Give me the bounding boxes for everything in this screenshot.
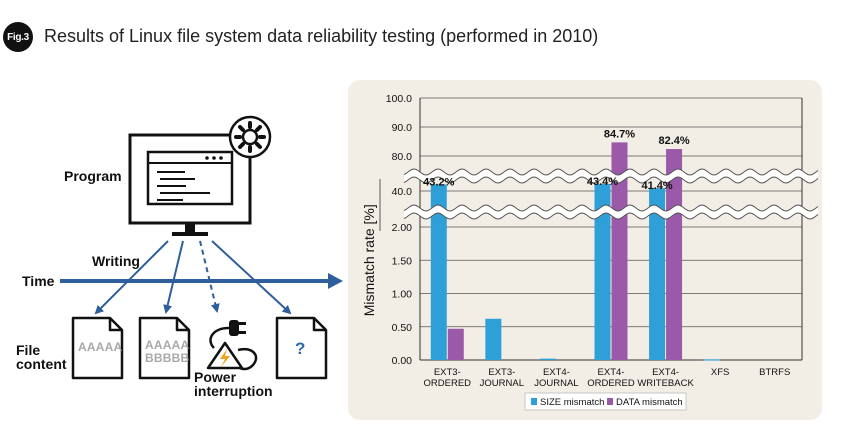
mismatch-rate-chart: 0.00 0.50 1.00 1.50 2.00 40.0 80.0 90.0 100.0 43.… [361,93,819,411]
axis-break-line [403,168,819,176]
data-label: 41.4% [641,180,672,192]
bar-size-mismatch [430,184,447,360]
gear-icon [228,115,272,159]
process-diagram: Program Writing Time File content Power … [0,60,345,437]
category-label: ORDERED [424,378,472,389]
bar-size-mismatch [703,359,720,361]
category-label: BTRFS [759,367,790,378]
category-label: EXT4- [543,367,570,378]
y-tick-label: 40.0 [392,186,413,198]
axis-break-band [404,205,818,219]
bar-size-mismatch [485,318,502,360]
category-label: ORDERED [587,378,635,389]
legend-label-data: DATA mismatch [616,397,683,408]
category-label: WRITEBACK [637,378,694,389]
writing-arrows [94,240,292,315]
category-label: EXT3- [434,367,461,378]
axis-break-line [403,212,819,220]
bar-size-mismatch [649,188,666,360]
legend-label-size: SIZE mismatch [540,397,604,408]
category-label: EXT4- [598,367,625,378]
bar-size-mismatch [594,184,611,360]
program-window-icon [146,150,234,206]
legend-box [524,392,687,411]
data-label: 43.4% [587,176,618,188]
data-label: 43.2% [423,176,454,188]
document-2-content: AAAAA BBBBB [145,338,190,365]
bar-size-mismatch [539,358,556,360]
category-label: EXT3- [488,367,515,378]
document-icon [138,316,191,380]
writing-label: Writing [92,253,140,269]
axis-break-line [403,176,819,184]
figure-badge: Fig.3 [3,22,33,52]
legend-swatch-data [607,398,613,405]
y-tick-label: 2.00 [392,222,413,234]
y-tick-label: 80.0 [392,151,413,163]
chart-panel: 0.00 0.50 1.00 1.50 2.00 40.0 80.0 90.0 100.0 43.… [348,80,822,420]
category-label: JOURNAL [534,378,578,389]
y-tick-label: 0.00 [392,355,413,367]
axis-break-band [404,169,818,183]
legend-swatch-size [531,398,537,405]
y-tick-label: 100.0 [386,93,412,105]
file-content-label: File content [16,342,67,372]
figure-title: Results of Linux file system data reliab… [44,26,599,46]
bar-data-mismatch [447,328,464,360]
axis-break-line [403,204,819,212]
y-tick-label: 0.50 [392,322,413,334]
power-interruption-label: Power interruption [194,369,273,399]
document-3-unknown-content: ? [295,339,306,358]
document-1-content: AAAAA [78,340,123,354]
y-tick-label: 1.50 [392,255,413,267]
timeline-arrow [60,273,343,289]
category-label: EXT4- [652,367,679,378]
lightning-icon [206,341,244,370]
category-label: JOURNAL [480,378,524,389]
document-icon [275,316,328,380]
y-tick-label: 90.0 [392,122,413,134]
data-label: 84.7% [604,128,635,140]
program-label: Program [64,168,122,184]
y-axis-title: Mismatch rate [%] [361,204,377,316]
y-tick-label: 1.00 [392,289,413,301]
document-icon [71,316,124,380]
bar-data-mismatch [611,142,628,360]
data-label: 82.4% [658,135,689,147]
bar-data-mismatch [666,149,683,360]
diagram-graphics [60,115,343,380]
category-label: XFS [711,367,729,378]
figure-header: Fig.3 Results of Linux file system data … [0,20,841,52]
time-label: Time [22,273,55,289]
